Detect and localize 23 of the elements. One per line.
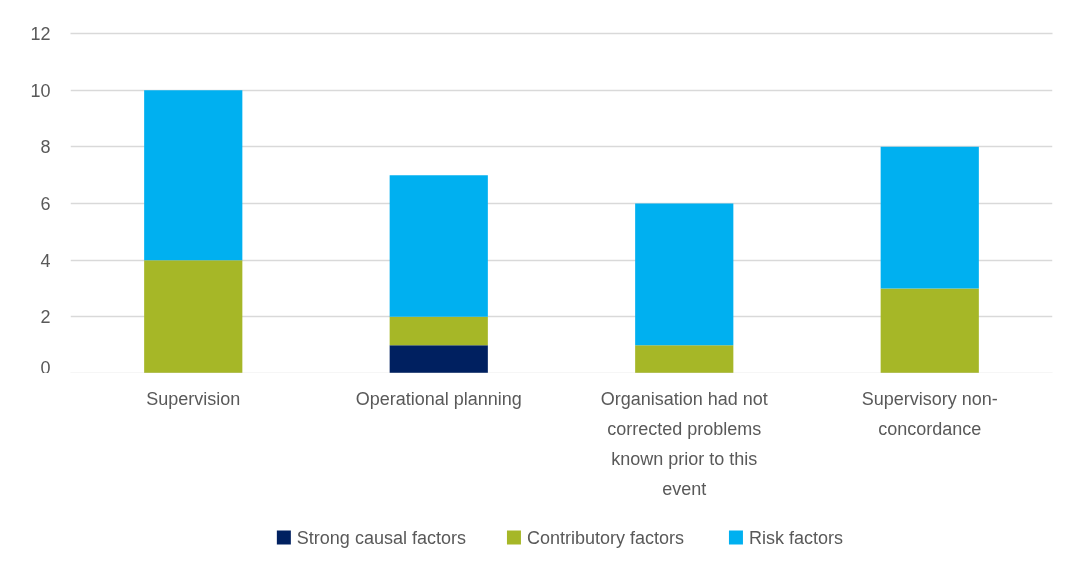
bar [880,288,979,373]
bar [144,260,243,373]
y-tick-label: 4 [40,250,51,271]
bar [389,345,488,373]
x-tick-label: Operational planning [355,388,522,409]
y-tick-label: 2 [40,307,51,328]
bar [635,345,734,373]
bar [389,175,488,317]
legend-label: Risk factors [748,527,843,548]
bar [635,203,734,346]
x-tick-label: Supervisory non-concordance [861,388,998,439]
legend-label: Contributory factors [526,527,685,548]
bar [389,316,488,346]
bar [880,146,979,289]
y-tick-label: 8 [40,137,51,158]
x-tick-label: Supervision [146,388,241,409]
x-tick-label: Organisation had not corrected problems known prior to this event [600,388,768,499]
y-tick-label: 12 [30,24,51,44]
y-tick-label: 0 [40,357,51,378]
y-tick-label: 10 [30,80,51,101]
legend-label: Strong causal factors [296,527,466,548]
bar [144,90,243,261]
y-tick-label: 6 [40,194,51,214]
